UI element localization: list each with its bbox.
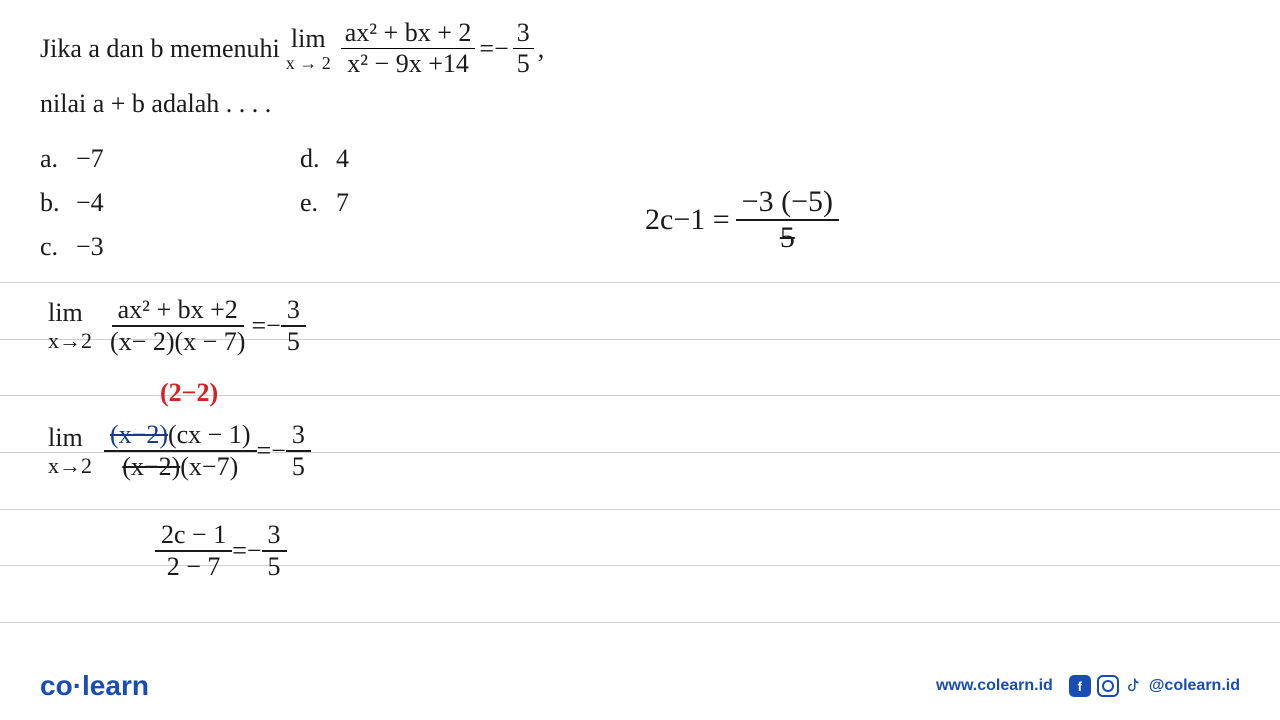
handwritten-step-3: 2c − 1 2 − 7 = − 3 5 [155,520,287,582]
option-e: e.7 [300,181,500,225]
footer-right: www.colearn.id f @colearn.id [936,675,1240,697]
option-a: a.−7 [40,137,300,181]
brand-logo: co·learn [40,670,149,702]
instagram-icon[interactable] [1097,675,1119,697]
option-b: b.−4 [40,181,300,225]
footer: co·learn www.colearn.id f @colearn.id [40,670,1240,702]
problem-line-2: nilai a + b adalah . . . . [40,89,544,119]
equals-sign: = [479,34,494,64]
tiktok-icon[interactable] [1125,677,1143,695]
problem-prefix: Jika a dan b memenuhi [40,34,280,64]
handwritten-step-2: lim x→2 (x−2)(cx − 1) (x−2)(x−7) = − 3 5 [48,420,311,482]
rhs-minus: − [494,34,509,64]
problem-statement: Jika a dan b memenuhi lim x → 2 ax² + bx… [40,18,544,270]
website-link[interactable]: www.colearn.id [936,677,1053,695]
handwritten-step-1: lim x→2 ax² + bx +2 (x− 2)(x − 7) = − 3 … [48,295,306,357]
facebook-icon[interactable]: f [1069,675,1091,697]
social-icons: f @colearn.id [1069,675,1240,697]
handwritten-right-calc: 2c−1 = −3 (−5) 5 [645,185,839,255]
social-handle[interactable]: @colearn.id [1149,677,1240,695]
problem-line-1: Jika a dan b memenuhi lim x → 2 ax² + bx… [40,18,544,79]
option-c: c.−3 [40,225,300,269]
main-fraction: ax² + bx + 2 x² − 9x +14 [341,18,476,79]
rhs-comma: , [538,34,545,64]
rhs-fraction: 3 5 [513,18,534,79]
option-d: d.4 [300,137,500,181]
answer-options: a.−7 d.4 b.−4 e.7 c.−3 [40,137,544,270]
handwritten-red-note: (2−2) [160,378,218,408]
limit-notation: lim x → 2 [286,26,331,72]
